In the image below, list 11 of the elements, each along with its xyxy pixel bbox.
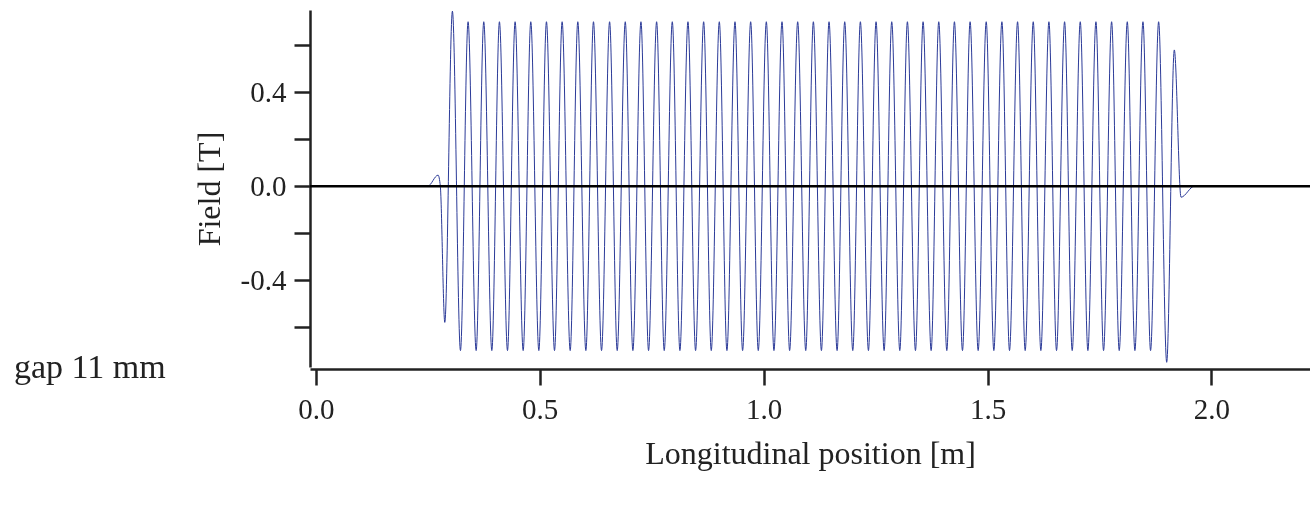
y-axis-title: Field [T] — [190, 131, 227, 247]
y-tick-label: 0.0 — [250, 169, 287, 202]
y-tick-label: 0.4 — [250, 75, 287, 108]
x-tick-label: 0.0 — [298, 392, 335, 425]
x-tick-label: 1.0 — [746, 392, 783, 425]
x-axis-title: Longitudinal position [m] — [645, 434, 976, 471]
y-tick-label: -0.4 — [240, 263, 287, 296]
x-tick-label: 0.5 — [522, 392, 559, 425]
text: gap 11 mm — [14, 348, 166, 386]
x-tick-label: 2.0 — [1193, 392, 1231, 425]
x-tick-label: 1.5 — [969, 392, 1007, 425]
